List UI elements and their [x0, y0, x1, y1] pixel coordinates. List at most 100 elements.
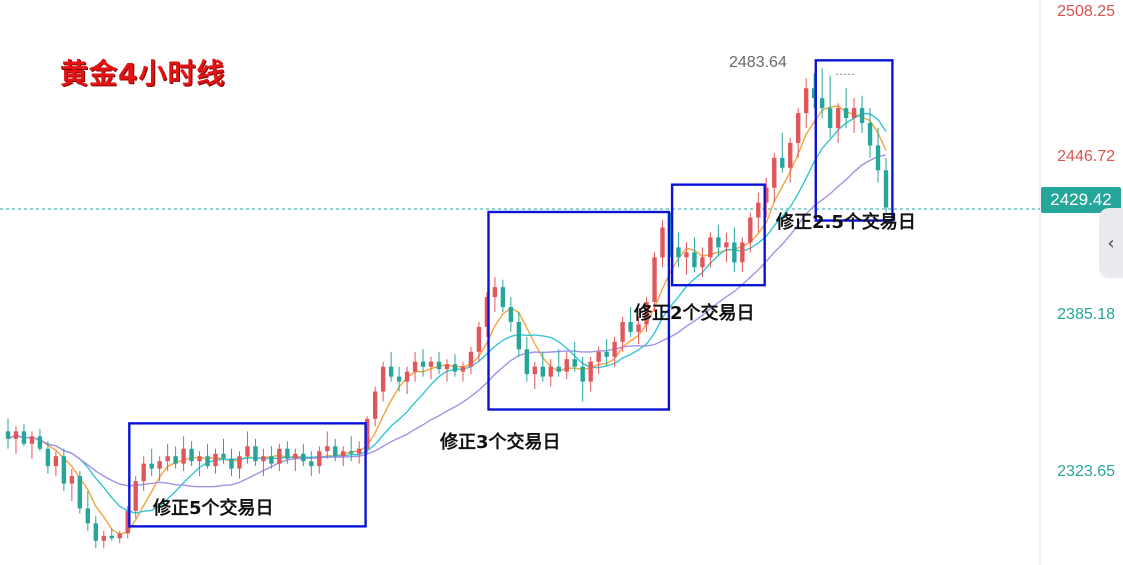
candle-body	[13, 431, 19, 439]
candle-body	[819, 98, 825, 109]
correction-box	[670, 183, 766, 287]
candle	[29, 431, 35, 459]
candle-body	[53, 456, 59, 467]
candle	[508, 297, 514, 332]
candle	[540, 351, 545, 382]
candle	[364, 416, 370, 454]
candle-body	[716, 237, 721, 248]
candle	[644, 297, 649, 332]
candle	[285, 441, 290, 464]
candle	[341, 446, 346, 467]
candle	[716, 224, 721, 255]
candle	[875, 127, 881, 183]
candle-body	[349, 451, 354, 454]
candle	[803, 78, 809, 128]
candle	[732, 227, 737, 273]
candle	[708, 232, 713, 268]
candle-body	[317, 451, 322, 467]
candle	[93, 515, 98, 549]
candle	[301, 443, 306, 467]
chart-title: 黄金4小时线	[60, 57, 226, 90]
candle-body	[692, 252, 697, 268]
candle	[61, 448, 67, 492]
chevron-left-icon[interactable]: ‹	[1099, 208, 1123, 278]
candle-body	[668, 227, 673, 248]
candle	[596, 346, 601, 375]
candle	[484, 292, 490, 337]
candle-body	[468, 351, 474, 367]
candle-body	[61, 456, 67, 484]
candle	[740, 237, 745, 273]
candle-body	[636, 324, 641, 332]
candle	[380, 361, 386, 402]
candle-body	[29, 436, 35, 444]
candle	[684, 242, 689, 275]
candle	[827, 75, 833, 138]
candle	[428, 356, 434, 380]
candle	[756, 192, 761, 233]
candle-body	[708, 237, 713, 258]
candle	[796, 108, 801, 158]
candle	[516, 311, 522, 357]
candle-body	[372, 391, 378, 419]
candle-body	[476, 326, 482, 352]
candle	[165, 443, 170, 472]
candle-body	[157, 461, 162, 469]
candle	[564, 351, 569, 380]
candle	[636, 316, 641, 345]
candle-body	[532, 366, 537, 375]
candle	[229, 448, 234, 477]
candle	[349, 436, 354, 462]
candle-body	[764, 187, 769, 203]
candle	[45, 441, 51, 474]
candle-body	[700, 257, 705, 268]
candle-body	[173, 456, 178, 464]
candle-body	[77, 476, 83, 509]
candle	[388, 351, 394, 382]
candle	[620, 316, 625, 352]
candle	[21, 423, 27, 447]
candle	[811, 73, 817, 109]
candle-body	[141, 463, 146, 482]
candle	[5, 418, 11, 449]
candle-body	[548, 366, 553, 377]
candle-body	[556, 366, 561, 372]
candle	[476, 321, 482, 362]
candle	[181, 436, 186, 472]
correction-box	[128, 422, 367, 528]
candle-body	[756, 202, 761, 218]
candle	[859, 95, 865, 133]
candle-body	[748, 217, 753, 243]
candle-body	[851, 108, 857, 119]
candle	[141, 456, 146, 492]
candle	[580, 356, 585, 402]
candle	[524, 336, 530, 382]
candle-body	[21, 431, 27, 444]
candle-body	[364, 418, 370, 449]
candle-body	[492, 287, 498, 298]
candle	[149, 448, 154, 477]
candle-body	[396, 376, 402, 382]
candle-body	[572, 359, 577, 367]
ma-line-20	[7, 154, 887, 488]
annotation-correction-5: 修正5个交易日	[153, 498, 274, 519]
candle-body	[213, 453, 218, 467]
candle-body	[676, 247, 681, 258]
candle	[652, 252, 657, 312]
candle-body	[221, 453, 226, 459]
candle-body	[117, 533, 122, 539]
annotation-correction-2: 修正2个交易日	[634, 303, 755, 324]
candle	[532, 361, 537, 390]
candle	[660, 219, 665, 268]
candle-body	[660, 227, 665, 258]
candle	[835, 103, 841, 143]
candle	[788, 137, 793, 183]
candle	[452, 354, 458, 377]
candle-body	[285, 448, 290, 459]
candle-body	[149, 463, 154, 469]
correction-box	[487, 210, 671, 411]
candle-body	[253, 446, 258, 462]
candle-body	[181, 448, 186, 464]
candle	[325, 431, 330, 459]
